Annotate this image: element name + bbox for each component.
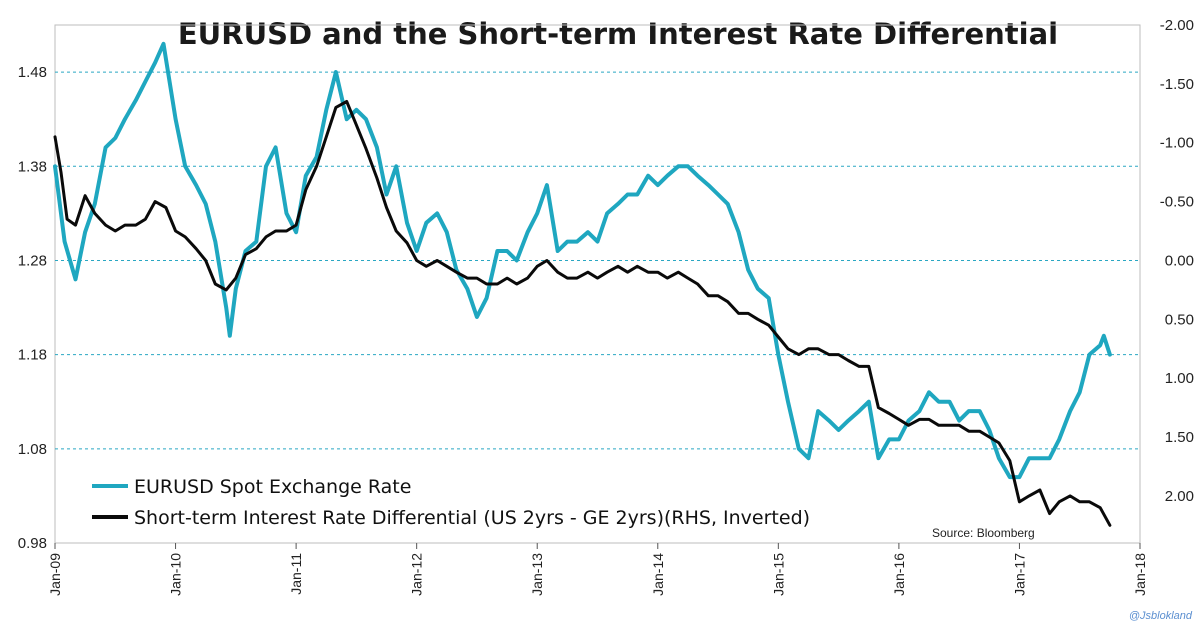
right-tick-label: 1.00 [1165,370,1194,387]
right-tick-label: -2.00 [1160,17,1194,34]
series-lines [53,41,1112,527]
watermark: @Jsblokland [1129,610,1193,622]
series-line-eurusd [53,41,1112,480]
x-tick-label: Jan-09 [47,553,63,596]
legend-label-differential: Short-term Interest Rate Differential (U… [134,507,810,529]
left-tick-label: 1.18 [18,347,47,364]
x-tick-label: Jan-10 [168,553,184,596]
x-axis: Jan-09 Jan-10 Jan-11 Jan-12 Jan-13 Jan-14 Jan-… [47,543,1148,596]
left-tick-label: 1.48 [18,64,47,81]
x-tick-label: Jan-15 [770,553,786,596]
right-tick-label: 0.50 [1165,311,1194,328]
right-tick-label: 1.50 [1165,429,1194,446]
x-tick-label: Jan-13 [529,553,545,596]
x-tick-label: Jan-17 [1011,553,1027,596]
series-line-differential [53,100,1112,527]
x-tick-label: Jan-14 [650,553,666,596]
chart-title: EURUSD and the Short-term Interest Rate … [178,17,1058,51]
right-tick-label: 2.00 [1165,488,1194,505]
x-tick-label: Jan-16 [891,553,907,596]
left-tick-label: 0.98 [18,535,47,552]
legend-label-eurusd: EURUSD Spot Exchange Rate [134,476,411,498]
x-tick-label: Jan-12 [409,553,425,596]
x-tick-label: Jan-11 [288,553,304,595]
legend: EURUSD Spot Exchange Rate Short-term Int… [92,476,810,529]
left-tick-label: 1.38 [18,158,47,175]
left-axis-ticks: 1.48 1.38 1.28 1.18 1.08 0.98 [18,64,47,552]
source-note: Source: Bloomberg [932,526,1035,540]
right-tick-label: -1.50 [1160,76,1194,93]
x-tick-label: Jan-18 [1132,553,1148,596]
right-axis-ticks: -2.00 -1.50 -1.00 -0.50 0.00 0.50 1.00 1.50 2.00 [1160,17,1194,505]
right-tick-label: -0.50 [1160,194,1194,211]
left-tick-label: 1.08 [18,441,47,458]
right-tick-label: 0.00 [1165,252,1194,269]
left-tick-label: 1.28 [18,252,47,269]
plot-frame [54,24,1141,544]
gridlines [54,24,1141,544]
right-tick-label: -1.00 [1160,135,1194,152]
